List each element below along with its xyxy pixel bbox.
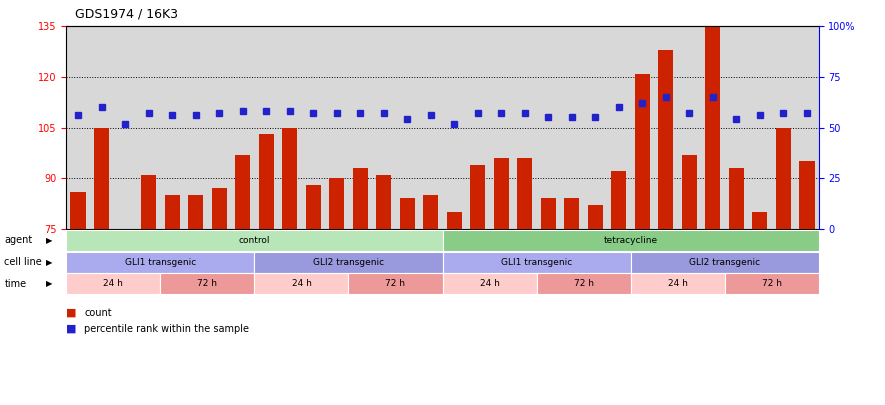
Text: GLI2 transgenic: GLI2 transgenic [313, 258, 384, 266]
Text: GLI1 transgenic: GLI1 transgenic [125, 258, 196, 266]
Bar [305, 185, 321, 405]
Bar [258, 134, 273, 405]
Text: ▶: ▶ [46, 279, 52, 288]
Bar [141, 175, 157, 405]
Bar [423, 195, 438, 405]
Bar [588, 205, 603, 405]
Bar [118, 229, 133, 405]
Bar [705, 26, 720, 405]
Text: count: count [84, 308, 112, 318]
Bar [352, 168, 368, 405]
Bar [71, 192, 86, 405]
Text: percentile rank within the sample: percentile rank within the sample [84, 324, 249, 334]
Text: 72 h: 72 h [386, 279, 405, 288]
Text: GLI1 transgenic: GLI1 transgenic [501, 258, 573, 266]
Bar [752, 212, 767, 405]
Bar [212, 188, 227, 405]
Text: 24 h: 24 h [480, 279, 499, 288]
Bar [282, 128, 297, 405]
Text: 24 h: 24 h [291, 279, 312, 288]
Text: time: time [4, 279, 27, 289]
Text: agent: agent [4, 235, 33, 245]
Text: tetracycline: tetracycline [604, 236, 658, 245]
Bar [728, 168, 744, 405]
Text: ▶: ▶ [46, 258, 52, 266]
Bar [400, 198, 415, 405]
Text: control: control [239, 236, 270, 245]
Text: cell line: cell line [4, 257, 42, 267]
Text: 72 h: 72 h [762, 279, 781, 288]
Bar [658, 50, 673, 405]
Text: ■: ■ [66, 324, 77, 334]
Text: 24 h: 24 h [667, 279, 688, 288]
Bar [494, 158, 509, 405]
Text: GLI2 transgenic: GLI2 transgenic [689, 258, 760, 266]
Bar [681, 155, 697, 405]
Text: ▶: ▶ [46, 236, 52, 245]
Bar [517, 158, 533, 405]
Bar [541, 198, 556, 405]
Bar [165, 195, 180, 405]
Bar [447, 212, 462, 405]
Text: 24 h: 24 h [104, 279, 123, 288]
Bar [776, 128, 791, 405]
Bar [635, 74, 650, 405]
Bar [470, 165, 485, 405]
Text: GDS1974 / 16K3: GDS1974 / 16K3 [75, 7, 178, 20]
Text: ■: ■ [66, 308, 77, 318]
Bar [612, 171, 627, 405]
Bar [329, 178, 344, 405]
Text: 72 h: 72 h [197, 279, 218, 288]
Bar [188, 195, 204, 405]
Bar [94, 128, 109, 405]
Bar [376, 175, 391, 405]
Bar [235, 155, 250, 405]
Bar [799, 161, 814, 405]
Bar [564, 198, 580, 405]
Text: 72 h: 72 h [573, 279, 594, 288]
